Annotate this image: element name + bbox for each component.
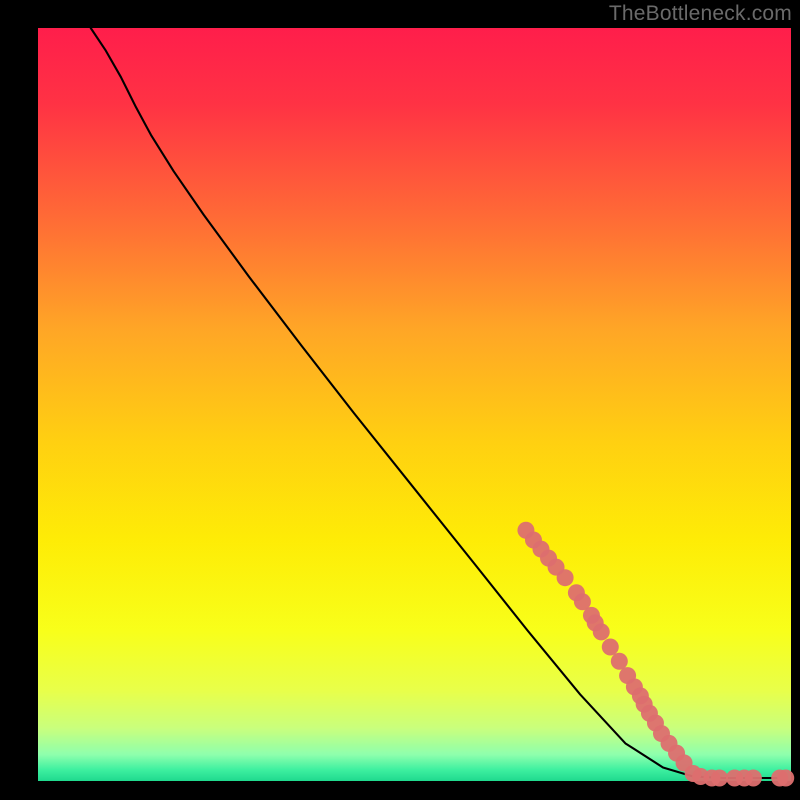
data-marker [777,769,794,786]
data-marker [611,653,628,670]
data-marker [745,769,762,786]
chart-frame: TheBottleneck.com [0,0,800,800]
data-marker [593,623,610,640]
bottleneck-curve [91,28,784,778]
data-marker [711,769,728,786]
data-marker [602,638,619,655]
data-marker [557,569,574,586]
plot-overlay [0,0,800,800]
